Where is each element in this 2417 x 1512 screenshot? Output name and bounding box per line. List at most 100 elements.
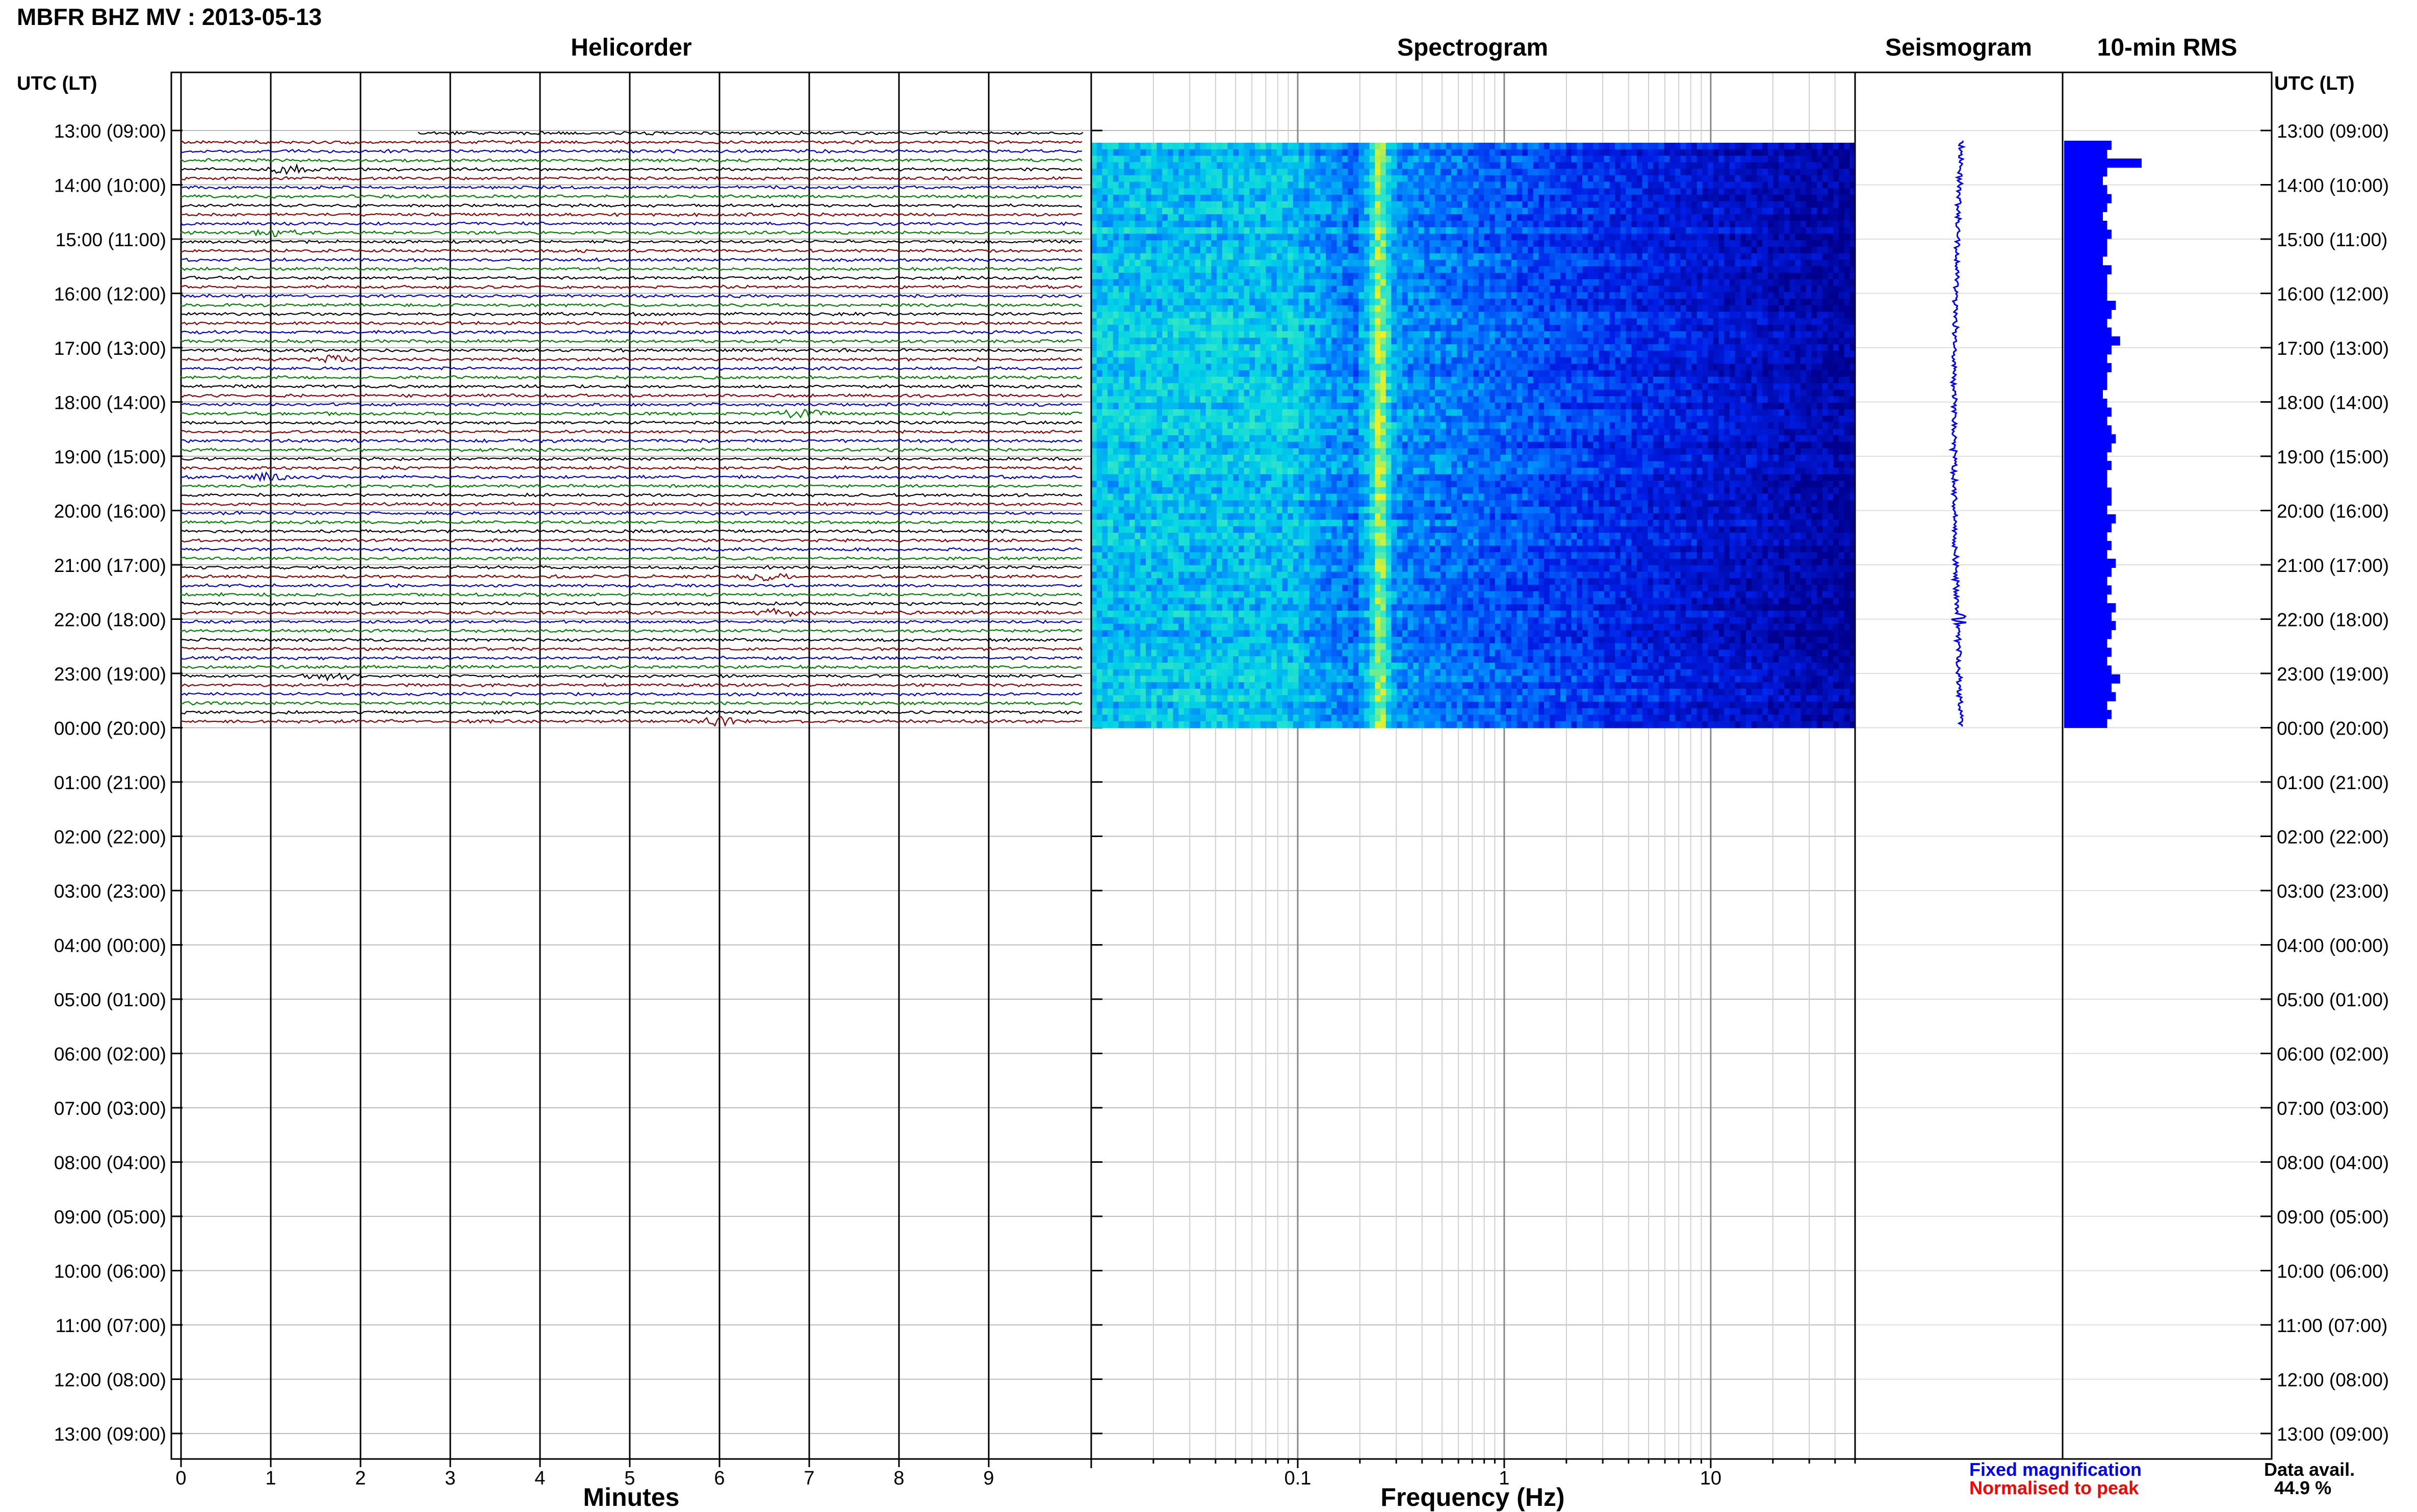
spectrogram-cell [1108,338,1114,345]
spectrogram-cell [1522,162,1528,169]
spectrogram-cell [1315,273,1321,280]
spectrogram-cell [1441,260,1447,267]
spectrogram-cell [1538,331,1545,338]
spectrogram-cell [1108,312,1114,319]
spectrogram-cell [1555,227,1561,234]
spectrogram-cell [1288,305,1294,312]
spectrogram-cell [1653,318,1659,325]
spectrogram-cell [1604,260,1610,267]
spectrogram-cell [1762,182,1768,189]
spectrogram-cell [1113,227,1119,234]
spectrogram-cell [1266,195,1272,202]
spectrogram-cell [1239,208,1245,215]
spectrogram-cell [1730,188,1736,195]
helicorder-trace [181,665,1082,669]
spectrogram-cell [1517,214,1523,221]
spectrogram-cell [1599,227,1605,234]
spectrogram-cell [1572,149,1578,157]
spectrogram-cell [1364,305,1370,312]
spectrogram-cell [1091,279,1097,286]
spectrogram-cell [1773,214,1780,221]
spectrogram-cell [1588,182,1594,189]
helicorder-trace [181,566,1082,569]
spectrogram-cell [1462,318,1469,325]
spectrogram-cell [1304,344,1310,351]
spectrogram-cell [1124,331,1130,338]
spectrogram-cell [1610,240,1616,247]
spectrogram-cell [1233,143,1239,150]
spectrogram-cell [1222,247,1228,254]
spectrogram-cell [1708,143,1714,150]
spectrogram-cell [1146,201,1152,208]
spectrogram-cell [1233,195,1239,202]
spectrogram-cell [1326,234,1332,241]
spectrogram-cell [1102,162,1108,169]
spectrogram-cell [1669,247,1676,254]
spectrogram-cell [1413,156,1419,163]
helicorder-trace [181,385,1082,388]
spectrogram-cell [1489,279,1496,286]
spectrogram-cell [1320,357,1326,364]
spectrogram-cell [1135,188,1141,195]
spectrogram-cell [1304,299,1310,306]
spectrogram-cell [1708,351,1714,358]
spectrogram-cell [1664,162,1670,169]
spectrogram-cell [1839,279,1845,286]
spectrogram-cell [1353,318,1359,325]
spectrogram-cell [1424,188,1430,195]
spectrogram-cell [1451,175,1457,183]
spectrogram-cell [1768,208,1774,215]
spectrogram-cell [1817,214,1823,221]
spectrogram-cell [1664,201,1670,208]
spectrogram-cell [1457,149,1463,157]
spectrogram-cell [1375,162,1381,169]
spectrogram-cell [1462,169,1469,176]
spectrogram-cell [1506,331,1512,338]
spectrogram-cell [1228,305,1234,312]
spectrogram-cell [1408,214,1414,221]
spectrogram-cell [1648,312,1654,319]
spectrogram-cell [1293,279,1299,286]
spectrogram-cell [1468,208,1474,215]
spectrogram-cell [1108,143,1114,150]
spectrogram-cell [1446,208,1452,215]
spectrogram-cell [1681,325,1687,332]
spectrogram-cell [1304,338,1310,345]
spectrogram-cell [1228,299,1234,306]
spectrogram-cell [1746,156,1752,163]
spectrogram-cell [1610,208,1616,215]
spectrogram-cell [1664,312,1670,319]
spectrogram-cell [1358,240,1365,247]
spectrogram-cell [1533,195,1539,202]
spectrogram-cell [1146,344,1152,351]
spectrogram-cell [1724,149,1730,157]
spectrogram-cell [1249,286,1255,293]
spectrogram-cell [1697,351,1703,358]
spectrogram-cell [1479,351,1485,358]
spectrogram-cell [1135,221,1141,228]
spectrogram-cell [1599,195,1605,202]
spectrogram-cell [1511,357,1518,364]
spectrogram-cell [1348,325,1354,332]
spectrogram-cell [1593,214,1599,221]
spectrogram-cell [1113,299,1119,306]
spectrogram-cell [1522,195,1528,202]
spectrogram-cell [1119,214,1125,221]
spectrogram-cell [1626,299,1632,306]
spectrogram-cell [1582,240,1588,247]
spectrogram-cell [1621,214,1627,221]
spectrogram-cell [1266,240,1272,247]
spectrogram-cell [1839,143,1845,150]
spectrogram-cell [1713,162,1719,169]
helicorder-trace [181,701,1082,705]
spectrogram-cell [1315,221,1321,228]
spectrogram-cell [1615,162,1621,169]
spectrogram-cell [1697,318,1703,325]
spectrogram-cell [1610,305,1616,312]
spectrogram-cell [1839,169,1845,176]
spectrogram-cell [1206,351,1212,358]
spectrogram-cell [1364,299,1370,306]
spectrogram-cell [1779,273,1785,280]
spectrogram-cell [1424,299,1430,306]
spectrogram-cell [1266,234,1272,241]
